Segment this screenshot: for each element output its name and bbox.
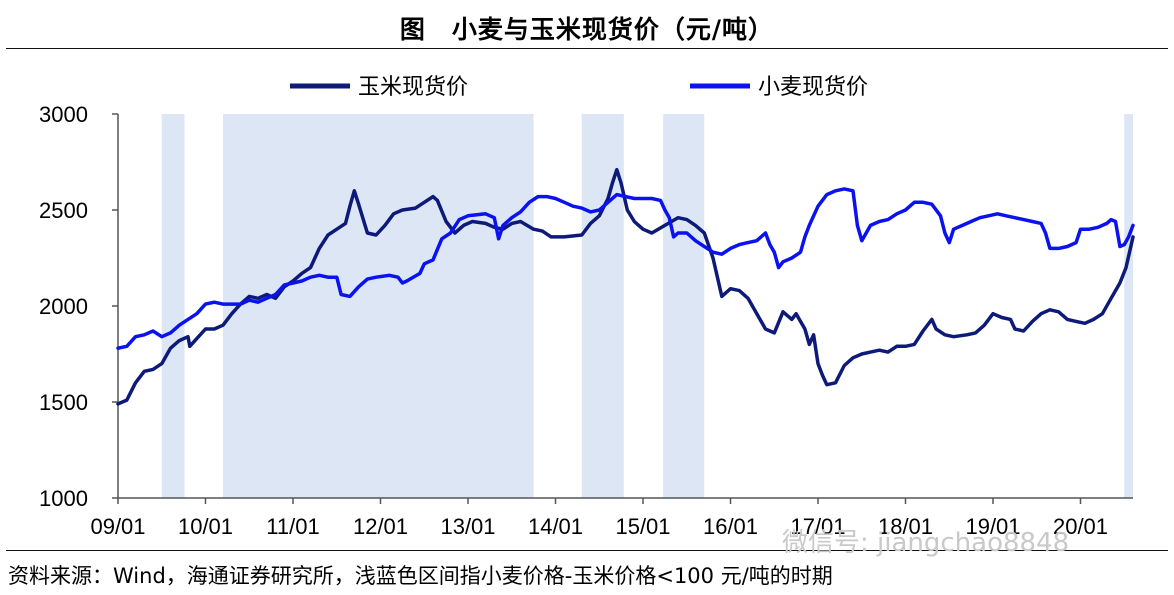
x-tick-label: 09/01 — [90, 514, 145, 539]
x-tick-label: 17/01 — [790, 514, 845, 539]
y-tick-label: 2500 — [39, 198, 88, 223]
x-tick-label: 16/01 — [703, 514, 758, 539]
x-tick-label: 19/01 — [965, 514, 1020, 539]
shaded-period-5 — [1124, 114, 1133, 498]
y-tick-label: 1000 — [39, 486, 88, 511]
y-tick-label: 3000 — [39, 102, 88, 127]
y-tick-label: 2000 — [39, 294, 88, 319]
x-tick-label: 15/01 — [615, 514, 670, 539]
x-tick-label: 18/01 — [878, 514, 933, 539]
x-tick-label: 11/01 — [266, 514, 319, 539]
y-tick-label: 1500 — [39, 390, 88, 415]
legend-label-corn: 玉米现货价 — [358, 75, 468, 100]
x-tick-label: 20/01 — [1053, 514, 1108, 539]
chart-title: 图 小麦与玉米现货价（元/吨） — [399, 15, 775, 44]
series-line-wheat — [116, 187, 1135, 350]
watermark-text: 微信号: jiangchao8848 — [782, 528, 1070, 558]
title-divider — [6, 48, 1168, 49]
x-tick-label: 13/01 — [440, 514, 495, 539]
x-tick-label: 12/01 — [353, 514, 408, 539]
shaded-period-1 — [161, 114, 185, 498]
legend-label-wheat: 小麦现货价 — [758, 75, 868, 100]
shaded-period-2 — [223, 114, 534, 498]
shaded-period-4 — [663, 114, 705, 498]
x-tick-label: 10/01 — [178, 514, 233, 539]
shaded-period-3 — [581, 114, 624, 498]
footer-divider — [6, 550, 1168, 551]
source-note: 资料来源：Wind，海通证券研究所，浅蓝色区间指小麦价格-玉米价格<100 元/… — [8, 564, 833, 588]
x-tick-label: 14/01 — [528, 514, 583, 539]
